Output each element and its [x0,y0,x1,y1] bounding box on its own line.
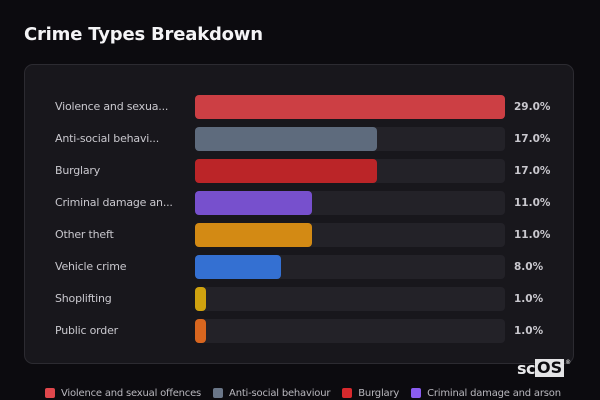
bar-fill[interactable] [195,159,377,183]
logo-text-os: OS [535,358,565,377]
bar-value: 17.0% [514,133,551,145]
bar-value: 17.0% [514,165,551,177]
bar-label: Shoplifting [55,292,112,305]
legend-item[interactable]: Criminal damage and arson [411,388,561,399]
bar-row: Criminal damage an... 11.0% [25,191,573,215]
bar-row: Violence and sexua... 29.0% [25,95,573,119]
registered-mark-icon: ® [565,359,572,366]
legend-swatch-icon [411,388,422,398]
bar-track [195,127,505,151]
chart-legend: Violence and sexual offences Anti-social… [45,386,573,400]
legend-item[interactable]: Burglary [342,388,399,399]
bar-label: Burglary [55,164,101,177]
bar-row: Burglary 17.0% [25,159,573,183]
bar-row: Other theft 11.0% [25,223,573,247]
bar-row: Public order 1.0% [25,319,573,343]
bar-row: Shoplifting 1.0% [25,287,573,311]
bar-track [195,319,505,343]
legend-label: Burglary [358,387,400,399]
bar-fill[interactable] [195,127,377,151]
bar-track [195,287,505,311]
bar-track [195,255,505,279]
bar-row: Anti-social behavi... 17.0% [25,127,573,151]
bar-track [195,95,505,119]
bar-fill[interactable] [195,95,505,119]
bar-row: Vehicle crime 8.0% [25,255,573,279]
legend-item[interactable]: Violence and sexual offences [45,388,201,399]
bar-label: Vehicle crime [55,260,127,273]
legend-label: Anti-social behaviour [229,387,331,399]
bar-label: Other theft [55,228,114,241]
bar-value: 11.0% [514,229,551,241]
bar-value: 1.0% [514,325,544,337]
legend-label: Violence and sexual offences [61,387,202,399]
bar-value: 11.0% [514,197,551,209]
bar-track [195,159,505,183]
bar-fill[interactable] [195,223,313,247]
scos-logo: sc OS ® [517,358,572,378]
bar-fill[interactable] [195,191,313,215]
bar-track [195,191,505,215]
legend-swatch-icon [45,388,55,398]
bar-value: 8.0% [514,261,544,273]
bar-label: Criminal damage an... [55,196,173,209]
bar-track [195,223,505,247]
bar-fill[interactable] [195,255,281,279]
bar-value: 1.0% [514,293,544,305]
page-title: Crime Types Breakdown [24,24,263,45]
legend-swatch-icon [213,388,224,398]
legend-swatch-icon [342,388,353,398]
bar-fill[interactable] [195,319,206,343]
bar-value: 29.0% [514,101,551,113]
legend-item[interactable]: Anti-social behaviour [213,388,330,399]
chart-card: Violence and sexua... 29.0% Anti-social … [24,64,574,364]
bar-label: Anti-social behavi... [55,132,160,145]
legend-label: Criminal damage and arson [427,387,561,399]
logo-text-sc: sc [517,358,536,378]
bar-label: Violence and sexua... [55,100,169,113]
bar-fill[interactable] [195,287,206,311]
bar-label: Public order [55,324,118,337]
